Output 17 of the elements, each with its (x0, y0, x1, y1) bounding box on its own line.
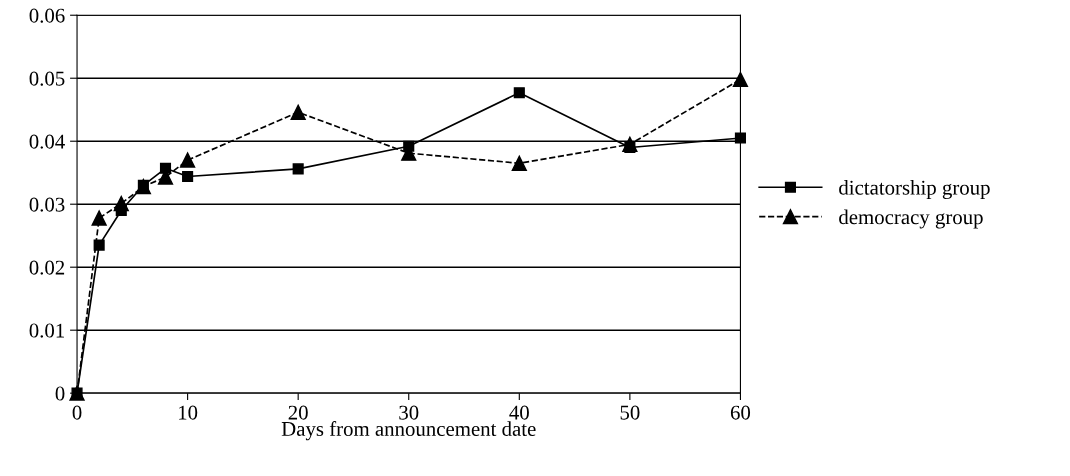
x-tick-label: 20 (288, 405, 308, 420)
x-tick-label: 40 (509, 405, 529, 420)
y-tick-label: 0.02 (29, 260, 65, 275)
legend-label: dictatorship group (839, 180, 990, 199)
y-tick-label: 0 (55, 386, 65, 401)
y-tick-label: 0.01 (29, 323, 64, 338)
x-tick-label: 60 (730, 405, 751, 420)
legend-label: democracy group (839, 209, 983, 229)
y-tick-label: 0.05 (29, 71, 65, 86)
y-tick-label: 0.03 (29, 197, 65, 212)
x-tick-label: 30 (399, 405, 419, 420)
x-tick-label: 10 (179, 405, 198, 420)
x-tick-label: 50 (620, 405, 640, 420)
x-axis-title: Days from announcement date (281, 421, 536, 441)
y-tick-label: 0.06 (29, 8, 65, 23)
x-tick-label: 0 (72, 405, 82, 420)
y-tick-label: 0.04 (29, 134, 65, 149)
